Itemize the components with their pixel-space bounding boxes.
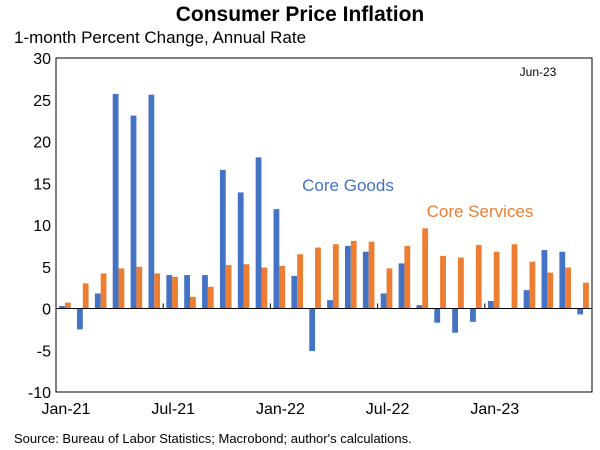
bar-core-goods xyxy=(523,290,530,309)
chart-subtitle: 1-month Percent Change, Annual Rate xyxy=(14,28,307,47)
bar-core-services xyxy=(261,267,268,309)
bar-core-goods xyxy=(184,275,190,309)
bar-core-goods xyxy=(94,293,101,309)
bar-core-goods xyxy=(166,275,173,309)
series-label-core-services: Core Services xyxy=(427,202,534,221)
bar-core-services xyxy=(440,255,446,309)
bar-core-goods xyxy=(148,94,155,309)
bar-core-goods xyxy=(291,275,298,309)
bar-core-goods xyxy=(577,308,584,315)
bar-core-services xyxy=(493,251,500,309)
bar-core-services xyxy=(172,276,178,309)
bar-core-services xyxy=(475,245,482,309)
bar-core-goods xyxy=(273,209,280,309)
bar-core-services xyxy=(422,228,429,309)
bar-core-goods xyxy=(380,293,387,309)
corner-date-label: Jun-23 xyxy=(520,65,557,79)
bar-core-goods xyxy=(470,308,476,322)
bar-core-goods xyxy=(416,305,423,309)
bar-core-services xyxy=(583,282,589,309)
y-tick-label: 30 xyxy=(33,51,51,68)
bar-core-goods xyxy=(452,308,458,333)
plot-frame xyxy=(55,57,593,393)
x-tick-label: Jul-21 xyxy=(151,401,195,418)
bar-core-goods xyxy=(59,306,65,309)
bar-core-services xyxy=(565,267,571,309)
bar-core-goods xyxy=(398,263,405,309)
y-tick-label: -10 xyxy=(28,385,51,402)
y-tick-label: 10 xyxy=(33,218,51,235)
bar-core-goods xyxy=(362,251,369,309)
bar-core-services xyxy=(190,296,196,309)
bar-core-services xyxy=(404,245,411,309)
bar-core-services xyxy=(332,244,339,309)
bar-core-services xyxy=(64,302,71,309)
bar-core-services xyxy=(136,266,143,309)
bar-core-services xyxy=(279,265,286,309)
bar-core-services xyxy=(100,273,107,309)
bar-core-goods xyxy=(487,300,494,309)
bar-core-services xyxy=(547,272,554,309)
bar-core-goods xyxy=(559,251,566,309)
y-tick-label: 0 xyxy=(42,302,51,319)
bar-core-goods xyxy=(202,275,208,309)
y-tick-label: 15 xyxy=(33,176,51,193)
x-axis-minor-ticks xyxy=(55,303,486,309)
bar-core-services xyxy=(225,265,232,309)
y-tick-label: 5 xyxy=(42,260,51,277)
x-tick-label: Jan-21 xyxy=(42,401,91,418)
series-label-core-goods: Core Goods xyxy=(302,176,394,195)
y-tick-label: 20 xyxy=(33,135,51,152)
bar-core-goods xyxy=(434,308,441,323)
bar-core-services xyxy=(243,264,250,309)
bar-core-goods xyxy=(112,93,119,309)
y-tick-label: -5 xyxy=(37,343,51,360)
bar-core-goods xyxy=(130,115,137,309)
x-tick-label: Jan-23 xyxy=(470,401,519,418)
bar-core-services xyxy=(315,247,321,309)
bar-core-services xyxy=(458,257,464,309)
bar-core-goods xyxy=(309,308,316,352)
bar-core-services xyxy=(529,261,536,309)
chart-title: Consumer Price Inflation xyxy=(175,3,425,26)
bar-core-services xyxy=(297,254,303,309)
bar-core-goods xyxy=(345,245,351,309)
x-tick-label: Jul-22 xyxy=(366,401,410,418)
bar-core-services xyxy=(154,273,161,309)
bar-series xyxy=(59,93,589,352)
bar-core-goods xyxy=(219,169,226,309)
y-axis: -10 -5 0 5 10 15 20 25 30 xyxy=(28,51,51,402)
bar-core-services xyxy=(207,286,214,309)
bar-core-goods xyxy=(255,157,262,309)
bar-core-services xyxy=(350,240,357,309)
bar-core-goods xyxy=(541,250,548,309)
source-note: Source: Bureau of Labor Statistics; Macr… xyxy=(14,431,412,446)
bar-core-services xyxy=(118,268,125,309)
bar-core-goods xyxy=(237,192,244,309)
bar-core-goods xyxy=(77,308,83,330)
x-tick-label: Jan-22 xyxy=(256,401,305,418)
y-tick-label: 25 xyxy=(33,93,51,110)
bar-core-services xyxy=(386,268,393,309)
bar-core-goods xyxy=(327,300,333,309)
bar-core-services xyxy=(511,244,518,309)
bar-core-services xyxy=(82,283,89,309)
x-axis: Jan-21 Jul-21 Jan-22 Jul-22 Jan-23 xyxy=(42,401,520,418)
bar-core-services xyxy=(368,241,375,309)
